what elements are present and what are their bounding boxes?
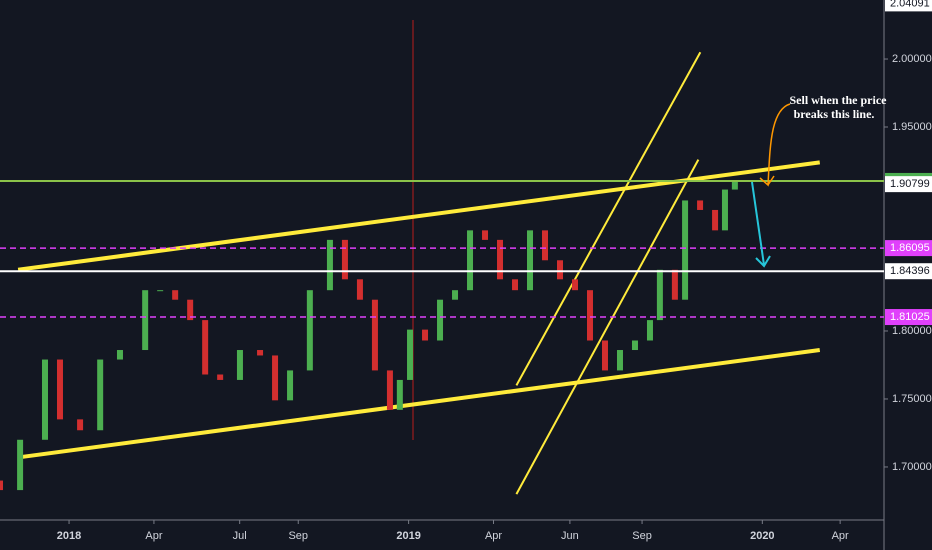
x-tick-label: Jul — [233, 530, 247, 542]
candle-body — [512, 279, 519, 291]
candle-body — [0, 480, 3, 491]
y-tick-label: 1.95000 — [892, 121, 932, 133]
candle-body — [116, 350, 123, 360]
candle-body — [257, 350, 264, 356]
trendline — [17, 348, 821, 460]
candle-body — [326, 239, 333, 291]
candle-body — [386, 370, 393, 410]
annotation-arrow — [759, 103, 791, 187]
candle-body — [217, 374, 224, 380]
candle-body — [437, 299, 444, 341]
candle-body — [601, 340, 608, 371]
trendline — [515, 51, 702, 386]
candle-body — [422, 329, 429, 341]
price-label-box — [885, 263, 932, 280]
candle-body — [467, 230, 474, 291]
x-tick-label: Apr — [832, 530, 849, 542]
candle-body — [482, 230, 489, 240]
candle-body — [56, 359, 63, 420]
y-tick-label: 1.80000 — [892, 325, 932, 337]
candle-body — [97, 359, 104, 431]
candle-body — [172, 290, 179, 300]
candle-body — [671, 269, 678, 300]
x-tick-label: Apr — [145, 530, 162, 542]
candle-body — [306, 290, 313, 371]
candle-body — [697, 200, 704, 210]
down-arrow — [751, 181, 771, 268]
price-label: 1.90799 — [890, 178, 930, 190]
price-label: 1.86095 — [890, 242, 930, 254]
candle-body — [287, 370, 294, 401]
candle-body — [272, 355, 279, 401]
price-label: 1.84396 — [890, 265, 930, 277]
candle-body — [721, 189, 728, 231]
candle-body — [77, 419, 84, 431]
candle-body — [452, 290, 459, 300]
price-label: 1.81025 — [890, 311, 930, 323]
price-label-box — [885, 240, 932, 257]
candle-body — [142, 290, 149, 351]
y-tick-label: 1.70000 — [892, 461, 932, 473]
y-tick-label: 1.75000 — [892, 393, 932, 405]
candle-body — [571, 279, 578, 291]
candle-body — [556, 260, 563, 280]
candle-body — [527, 230, 534, 291]
x-tick-label: Sep — [288, 530, 308, 542]
trendline — [515, 159, 700, 495]
annotation: breaks this line. — [794, 107, 875, 121]
candle-body — [407, 329, 414, 380]
candle-body — [157, 290, 164, 292]
candle-body — [17, 439, 24, 491]
price-label: 2.04091 — [890, 0, 930, 9]
x-tick-label: 2018 — [57, 530, 81, 542]
x-tick-label: Apr — [485, 530, 502, 542]
candle-body — [731, 180, 738, 190]
candle-body — [616, 350, 623, 371]
candle-body — [371, 299, 378, 371]
candle-body — [646, 320, 653, 341]
candle-body — [341, 239, 348, 280]
candle-body — [631, 340, 638, 351]
candle-body — [542, 230, 549, 261]
candle-body — [497, 239, 504, 280]
x-tick-label: Jun — [561, 530, 579, 542]
price-label-box — [885, 309, 932, 326]
candle-body — [712, 209, 719, 231]
candle-body — [656, 269, 663, 321]
candle-body — [236, 350, 243, 380]
candle-body — [187, 299, 194, 321]
candle-body — [356, 279, 363, 300]
y-tick-label: 2.00000 — [892, 53, 932, 65]
price-label-box — [885, 176, 932, 193]
candle-body — [682, 200, 689, 300]
x-tick-label: Sep — [632, 530, 652, 542]
candle-body — [586, 290, 593, 341]
candle-body — [396, 379, 403, 410]
x-tick-label: 2019 — [396, 530, 420, 542]
x-tick-label: 2020 — [750, 530, 774, 542]
annotation: Sell when the price — [790, 93, 888, 107]
candle-body — [202, 320, 209, 375]
price-label-box — [885, 0, 932, 12]
candle-body — [41, 359, 48, 440]
